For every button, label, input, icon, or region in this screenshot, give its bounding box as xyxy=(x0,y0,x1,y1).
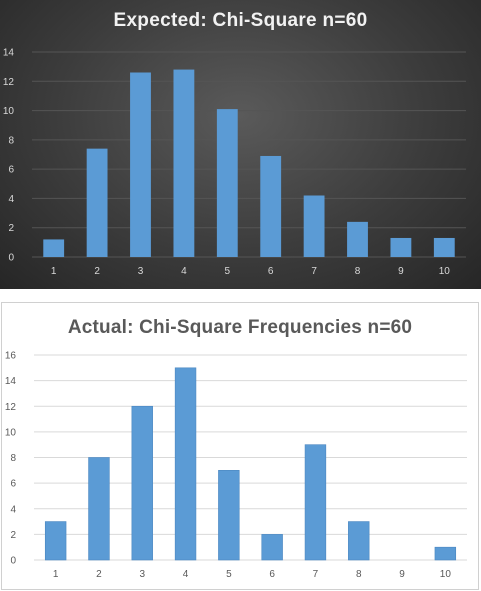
bar xyxy=(434,546,457,561)
bar xyxy=(260,155,282,257)
bar xyxy=(43,239,65,257)
bar xyxy=(304,444,327,561)
x-tick-label: 5 xyxy=(226,569,232,580)
x-tick-label: 6 xyxy=(268,266,274,277)
x-tick-label: 9 xyxy=(398,266,404,277)
x-tick-label: 5 xyxy=(225,266,231,277)
bar xyxy=(131,405,153,561)
y-tick-label: 12 xyxy=(5,402,17,413)
x-tick-label: 10 xyxy=(440,569,452,580)
bar xyxy=(390,237,412,257)
y-tick-label: 10 xyxy=(3,106,15,117)
y-tick-label: 0 xyxy=(10,556,16,567)
bar xyxy=(261,534,283,561)
x-tick-label: 4 xyxy=(183,569,189,580)
x-tick-label: 3 xyxy=(139,569,145,580)
y-tick-label: 12 xyxy=(3,77,15,88)
x-tick-label: 1 xyxy=(51,266,57,277)
actual-chart: Actual: Chi-Square Frequencies n=60 0 2 4 6… xyxy=(1,302,479,590)
expected-chart: Expected: Chi-Square n=60 0 2 4 6 8 10 12 14 1 2 3… xyxy=(0,0,481,289)
chart-title: Expected: Chi-Square n=60 xyxy=(113,10,368,31)
bar xyxy=(433,237,455,257)
y-tick-label: 4 xyxy=(8,194,14,205)
y-tick-label: 0 xyxy=(8,253,14,264)
y-tick-label: 14 xyxy=(5,376,17,387)
y-tick-label: 16 xyxy=(5,351,17,362)
bar xyxy=(348,521,370,561)
x-tick-label: 8 xyxy=(355,266,361,277)
x-tick-label: 10 xyxy=(439,266,451,277)
x-tick-label: 7 xyxy=(313,569,319,580)
x-tick-label: 4 xyxy=(181,266,187,277)
y-tick-label: 8 xyxy=(8,135,14,146)
bar xyxy=(130,72,151,257)
y-tick-label: 8 xyxy=(10,453,16,464)
x-tick-label: 9 xyxy=(399,569,405,580)
x-tick-label: 3 xyxy=(138,266,144,277)
bar xyxy=(303,195,325,257)
bar xyxy=(174,367,197,561)
bar xyxy=(86,148,108,257)
x-tick-label: 7 xyxy=(311,266,317,277)
y-tick-label: 2 xyxy=(10,530,16,541)
bar xyxy=(347,221,368,257)
x-tick-label: 6 xyxy=(269,569,275,580)
y-tick-label: 10 xyxy=(5,427,17,438)
y-tick-label: 2 xyxy=(8,223,14,234)
x-tick-label: 2 xyxy=(94,266,100,277)
bar xyxy=(216,109,238,257)
bar xyxy=(173,69,195,257)
y-tick-label: 4 xyxy=(10,504,16,515)
y-tick-label: 14 xyxy=(3,48,15,59)
bar xyxy=(44,521,67,561)
x-tick-label: 2 xyxy=(96,569,102,580)
x-tick-label: 8 xyxy=(356,569,362,580)
bar xyxy=(88,457,110,561)
chart-title: Actual: Chi-Square Frequencies n=60 xyxy=(67,317,413,338)
y-tick-label: 6 xyxy=(8,165,14,176)
x-tick-label: 1 xyxy=(53,569,59,580)
y-tick-label: 6 xyxy=(10,479,16,490)
bar xyxy=(218,470,240,561)
